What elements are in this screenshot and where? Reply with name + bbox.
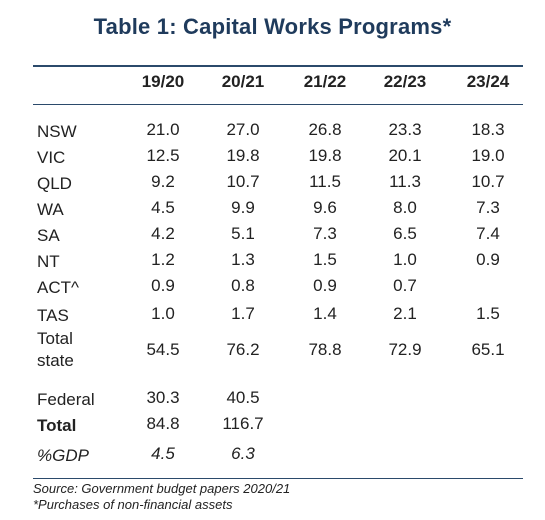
table-cell: 1.2 xyxy=(151,250,175,269)
bottom-rule xyxy=(33,478,523,479)
table-cell: 7.4 xyxy=(476,224,500,243)
row-label: VIC xyxy=(37,148,66,167)
table-cell: 1.0 xyxy=(151,304,175,323)
table-cell: 1.4 xyxy=(313,304,337,323)
table-cell: 18.3 xyxy=(471,120,505,139)
table-cell: 21.0 xyxy=(146,120,180,139)
table-cell: 65.1 xyxy=(471,340,505,359)
table-cell: 11.5 xyxy=(309,172,341,191)
table-title: Table 1: Capital Works Programs* xyxy=(93,14,452,39)
table-cell: 1.5 xyxy=(313,250,337,269)
row-label: SA xyxy=(37,226,60,245)
table-cell: 9.9 xyxy=(231,198,255,217)
row-label: Total xyxy=(37,416,77,435)
table-cell: 4.5 xyxy=(151,444,175,463)
table-cell: 1.5 xyxy=(476,304,500,323)
row-label: TAS xyxy=(37,306,69,325)
row-label: NSW xyxy=(37,122,77,141)
table-cell: 0.9 xyxy=(476,250,500,269)
table-cell: 72.9 xyxy=(388,340,422,359)
table-cell: 1.7 xyxy=(231,304,255,323)
table-cell: 0.7 xyxy=(393,276,417,295)
column-header: 20/21 xyxy=(221,72,265,91)
table-cell: 6.3 xyxy=(231,444,255,463)
table-cell: 78.8 xyxy=(308,340,342,359)
table-cell: 26.8 xyxy=(308,120,342,139)
row-label: WA xyxy=(37,200,64,219)
table-cell: 1.3 xyxy=(231,250,255,269)
row-label: NT xyxy=(37,252,60,271)
column-header: 21/22 xyxy=(303,72,347,91)
table-cell: 0.9 xyxy=(313,276,337,295)
column-header: 19/20 xyxy=(141,72,185,91)
column-header: 23/24 xyxy=(466,72,510,91)
row-label: Federal xyxy=(37,390,95,409)
table-cell: 4.5 xyxy=(151,198,175,217)
table-cell: 8.0 xyxy=(393,198,417,217)
table-cell: 9.6 xyxy=(313,198,337,217)
source-note: Source: Government budget papers 2020/21 xyxy=(33,481,291,496)
column-header: 22/23 xyxy=(383,72,427,91)
table-cell: 4.2 xyxy=(151,224,175,243)
table-cell: 40.5 xyxy=(226,388,260,407)
table-cell: 19.8 xyxy=(308,146,342,165)
header-rule xyxy=(33,104,523,105)
table-cell: 76.2 xyxy=(226,340,260,359)
table-cell: 30.3 xyxy=(146,388,180,407)
table-cell: 27.0 xyxy=(226,120,260,139)
column-header-row: 19/20 20/21 21/22 22/23 23/24 xyxy=(0,72,545,96)
row-label: %GDP xyxy=(37,446,89,465)
table-cell: 1.0 xyxy=(393,250,417,269)
table-cell: 7.3 xyxy=(476,198,500,217)
table-cell: 9.2 xyxy=(151,172,175,191)
table-cell: 0.9 xyxy=(151,276,175,295)
table-cell: 84.8 xyxy=(146,414,180,433)
table-cell: 2.1 xyxy=(393,304,417,323)
row-label: Total state xyxy=(37,329,74,370)
table-cell: 10.7 xyxy=(471,172,505,191)
table-cell: 6.5 xyxy=(393,224,417,243)
table-cell: 19.0 xyxy=(471,146,505,165)
table-cell: 7.3 xyxy=(313,224,337,243)
table-cell: 11.3 xyxy=(389,172,421,191)
table-cell: 23.3 xyxy=(388,120,422,139)
table-cell: 0.8 xyxy=(231,276,255,295)
row-label: QLD xyxy=(37,174,72,193)
table-cell: 10.7 xyxy=(226,172,260,191)
table-cell: 116.7 xyxy=(222,414,264,433)
table-cell: 5.1 xyxy=(231,224,255,243)
table-cell: 19.8 xyxy=(226,146,260,165)
row-label: ACT^ xyxy=(37,278,79,297)
table-cell: 12.5 xyxy=(146,146,180,165)
table-cell: 20.1 xyxy=(388,146,422,165)
table-cell: 54.5 xyxy=(146,340,180,359)
footnote: *Purchases of non-financial assets xyxy=(33,497,233,512)
top-rule xyxy=(33,65,523,67)
